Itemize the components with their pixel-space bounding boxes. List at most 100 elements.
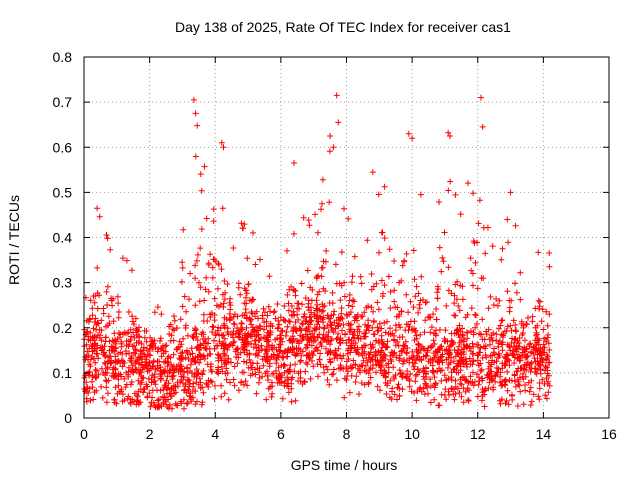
data-point	[306, 339, 313, 345]
data-point	[151, 309, 158, 316]
data-point	[445, 350, 452, 357]
data-point	[376, 362, 383, 369]
data-point	[324, 376, 331, 383]
data-point	[303, 359, 309, 366]
data-point	[506, 362, 513, 369]
data-point	[194, 251, 201, 258]
data-point	[241, 369, 247, 376]
data-point	[98, 383, 105, 390]
data-point	[147, 334, 154, 341]
data-point	[417, 297, 424, 304]
data-point	[465, 378, 471, 385]
data-point	[501, 377, 508, 384]
data-point	[369, 365, 376, 372]
data-point	[98, 317, 105, 324]
data-point	[158, 403, 165, 410]
data-point	[253, 390, 260, 397]
plot-frame	[83, 56, 610, 419]
data-point	[532, 324, 539, 331]
data-point	[380, 340, 387, 347]
data-point	[285, 368, 292, 375]
data-point	[457, 211, 464, 218]
data-point	[338, 305, 345, 311]
data-point	[463, 342, 470, 349]
data-point	[163, 342, 170, 349]
data-point	[240, 339, 247, 346]
data-point	[347, 363, 354, 369]
data-point	[138, 340, 145, 347]
data-point	[282, 348, 289, 355]
data-point	[309, 358, 315, 364]
data-point	[368, 271, 375, 277]
data-point	[320, 258, 327, 265]
data-point	[284, 367, 291, 374]
data-point	[512, 222, 519, 229]
data-point	[246, 351, 253, 358]
data-point	[421, 391, 428, 398]
data-point	[409, 135, 416, 142]
data-point	[292, 351, 298, 358]
data-point	[297, 326, 304, 333]
data-point	[99, 394, 106, 401]
data-point	[103, 288, 110, 295]
data-point	[94, 305, 101, 312]
data-point	[223, 316, 230, 323]
data-point	[121, 397, 128, 404]
data-point	[218, 357, 225, 364]
data-point	[242, 287, 249, 294]
data-point	[477, 368, 484, 374]
data-point	[511, 372, 518, 379]
data-point	[100, 305, 107, 312]
data-point	[188, 398, 195, 405]
data-point	[94, 205, 101, 212]
data-point	[183, 365, 190, 372]
data-point	[455, 303, 462, 309]
data-point	[351, 253, 358, 260]
data-point	[301, 311, 308, 318]
data-point	[167, 337, 174, 344]
data-point	[499, 317, 506, 324]
data-point	[545, 378, 552, 385]
data-point	[345, 320, 352, 327]
data-point	[102, 334, 109, 341]
data-point	[183, 389, 190, 396]
data-point	[83, 341, 90, 348]
data-point	[255, 379, 262, 386]
data-point	[106, 320, 113, 327]
data-point	[524, 353, 531, 360]
data-point	[221, 296, 228, 303]
data-point	[235, 280, 242, 287]
data-point	[384, 318, 390, 325]
y-tick-label: 0.3	[53, 275, 73, 291]
data-point	[273, 360, 280, 367]
data-point	[470, 382, 477, 389]
data-point	[383, 391, 390, 397]
data-point	[223, 376, 230, 383]
data-point	[392, 327, 399, 334]
data-point	[284, 353, 291, 360]
data-point	[319, 335, 326, 342]
data-point	[146, 390, 153, 396]
data-point	[281, 361, 287, 368]
data-point	[89, 305, 96, 312]
data-point	[479, 389, 486, 396]
data-point	[448, 385, 455, 392]
data-point	[197, 379, 204, 386]
data-point	[250, 327, 257, 334]
data-point	[129, 313, 136, 320]
data-point	[199, 399, 206, 406]
data-point	[532, 337, 539, 344]
data-point	[341, 279, 348, 286]
data-point	[157, 387, 164, 394]
data-point	[167, 368, 174, 374]
data-point	[214, 368, 220, 375]
data-point	[297, 357, 304, 364]
chart-title: Day 138 of 2025, Rate Of TEC Index for r…	[175, 19, 511, 35]
data-point	[350, 357, 357, 364]
data-point	[396, 355, 403, 362]
data-point	[546, 372, 552, 379]
data-point	[440, 258, 447, 265]
data-point	[430, 367, 437, 374]
data-point	[146, 367, 153, 374]
data-point	[241, 221, 248, 228]
